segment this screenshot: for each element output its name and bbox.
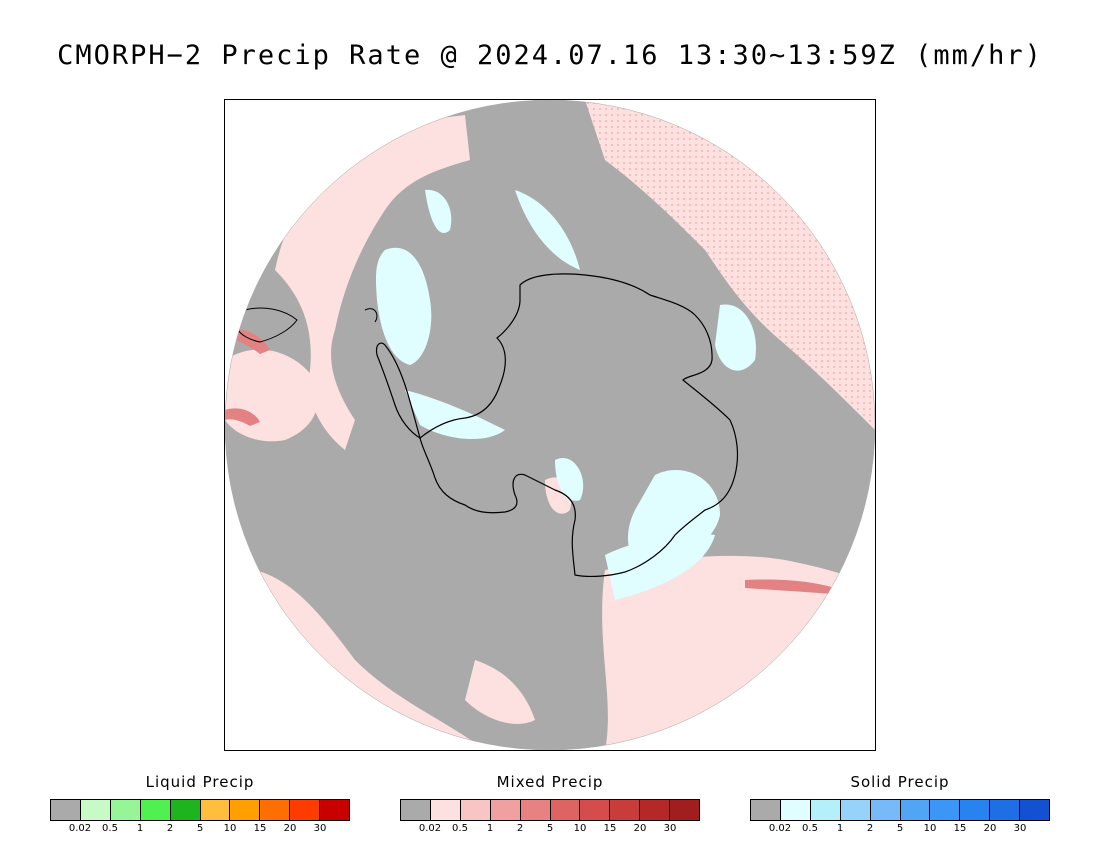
legend-swatch xyxy=(900,800,931,820)
legend-tick-label: 2 xyxy=(166,823,174,834)
legend-tick-label: 20 xyxy=(283,823,297,834)
legend-tick-label: 5 xyxy=(896,823,904,834)
legend-tick-label: 1 xyxy=(136,823,144,834)
legend-tick-label: 0.02 xyxy=(768,823,792,834)
legend-mixed-title: Mixed Precip xyxy=(496,773,604,791)
legend-swatch xyxy=(1020,800,1050,820)
legend-swatch xyxy=(670,800,700,820)
solid-region-east xyxy=(715,304,756,371)
legend-tick-label: 30 xyxy=(663,823,677,834)
legend-swatch xyxy=(51,800,81,820)
legend-swatch xyxy=(110,800,141,820)
legend-tick-label: 1 xyxy=(486,823,494,834)
legend-swatch xyxy=(80,800,111,820)
legend-mixed-ticks: 0.02 0.5 1 2 5 10 15 20 30 xyxy=(400,823,700,837)
island-coastline xyxy=(364,308,378,323)
legend-swatch xyxy=(140,800,171,820)
solid-region-northwest xyxy=(425,189,452,234)
legend-tick-label: 20 xyxy=(633,823,647,834)
legend-swatch xyxy=(170,800,201,820)
legend-tick-label: 5 xyxy=(546,823,554,834)
legend-liquid: Liquid Precip 0.02 0.5 1 2 5 10 15 20 30 xyxy=(50,772,350,837)
legend-tick-label: 0.5 xyxy=(102,823,118,834)
legend-swatch xyxy=(520,800,551,820)
heavy-streak-east xyxy=(745,579,835,594)
legend-swatch xyxy=(430,800,461,820)
legend-mixed: Mixed Precip 0.02 0.5 1 2 5 10 15 20 30 xyxy=(400,772,700,837)
legend-tick-label: 15 xyxy=(953,823,967,834)
legend-swatch xyxy=(810,800,841,820)
legend-swatch xyxy=(751,800,781,820)
legend-swatch xyxy=(320,800,350,820)
legend-swatch xyxy=(610,800,641,820)
solid-region-center xyxy=(555,458,584,501)
legend-tick-label: 0.5 xyxy=(802,823,818,834)
map-frame xyxy=(224,99,876,751)
legend-swatch xyxy=(200,800,231,820)
heavy-streak-west-2 xyxy=(225,408,260,426)
legend-swatch xyxy=(260,800,291,820)
solid-precip-regions xyxy=(375,189,756,600)
legend-solid-title: Solid Precip xyxy=(850,773,950,791)
legend-tick-label: 10 xyxy=(223,823,237,834)
legend-tick-label: 0.5 xyxy=(452,823,468,834)
legend-swatch xyxy=(990,800,1021,820)
mixed-region-southwest xyxy=(245,570,485,750)
legend-swatch xyxy=(290,800,321,820)
legend-tick-label: 0.02 xyxy=(68,823,92,834)
mixed-region-south-patch xyxy=(465,660,535,724)
legend-swatch xyxy=(870,800,901,820)
polar-map xyxy=(225,100,875,750)
legend-tick-label: 10 xyxy=(573,823,587,834)
legend-swatch xyxy=(490,800,521,820)
legend-tick-label: 20 xyxy=(983,823,997,834)
legend-swatch xyxy=(930,800,961,820)
legend-swatch xyxy=(460,800,491,820)
legend-mixed-swatches xyxy=(400,799,700,821)
legend-tick-label: 1 xyxy=(836,823,844,834)
south-america-coastline xyxy=(236,307,298,343)
legend-tick-label: 2 xyxy=(866,823,874,834)
antarctic-peninsula-coastline xyxy=(375,342,421,440)
legend-tick-label: 0.02 xyxy=(418,823,442,834)
antarctica-coastline xyxy=(419,273,739,578)
solid-region-south-shelf xyxy=(605,533,715,600)
solid-region-north xyxy=(515,190,580,270)
legend-swatch xyxy=(230,800,261,820)
legend-liquid-swatches xyxy=(50,799,350,821)
legend-tick-label: 5 xyxy=(196,823,204,834)
legend-solid-swatches xyxy=(750,799,1050,821)
legend-swatch xyxy=(580,800,611,820)
legend-solid-ticks: 0.02 0.5 1 2 5 10 15 20 30 xyxy=(750,823,1050,837)
legend-liquid-ticks: 0.02 0.5 1 2 5 10 15 20 30 xyxy=(50,823,350,837)
solid-region-west xyxy=(375,247,432,365)
legend-tick-label: 15 xyxy=(253,823,267,834)
legend-swatch xyxy=(550,800,581,820)
map-title: CMORPH−2 Precip Rate @ 2024.07.16 13:30~… xyxy=(57,40,1043,71)
legend-swatch xyxy=(780,800,811,820)
legend-swatch xyxy=(840,800,871,820)
legend-swatch xyxy=(401,800,431,820)
legend-tick-label: 15 xyxy=(603,823,617,834)
solid-region-peninsula xyxy=(405,390,505,440)
legend-tick-label: 2 xyxy=(516,823,524,834)
mixed-region-west xyxy=(275,115,470,450)
legend-tick-label: 10 xyxy=(923,823,937,834)
legend-solid: Solid Precip 0.02 0.5 1 2 5 10 15 20 30 xyxy=(750,772,1050,837)
legend-swatch xyxy=(640,800,671,820)
legend-tick-label: 30 xyxy=(313,823,327,834)
legend-swatch xyxy=(960,800,991,820)
legend-liquid-title: Liquid Precip xyxy=(145,773,255,791)
legend-tick-label: 30 xyxy=(1013,823,1027,834)
